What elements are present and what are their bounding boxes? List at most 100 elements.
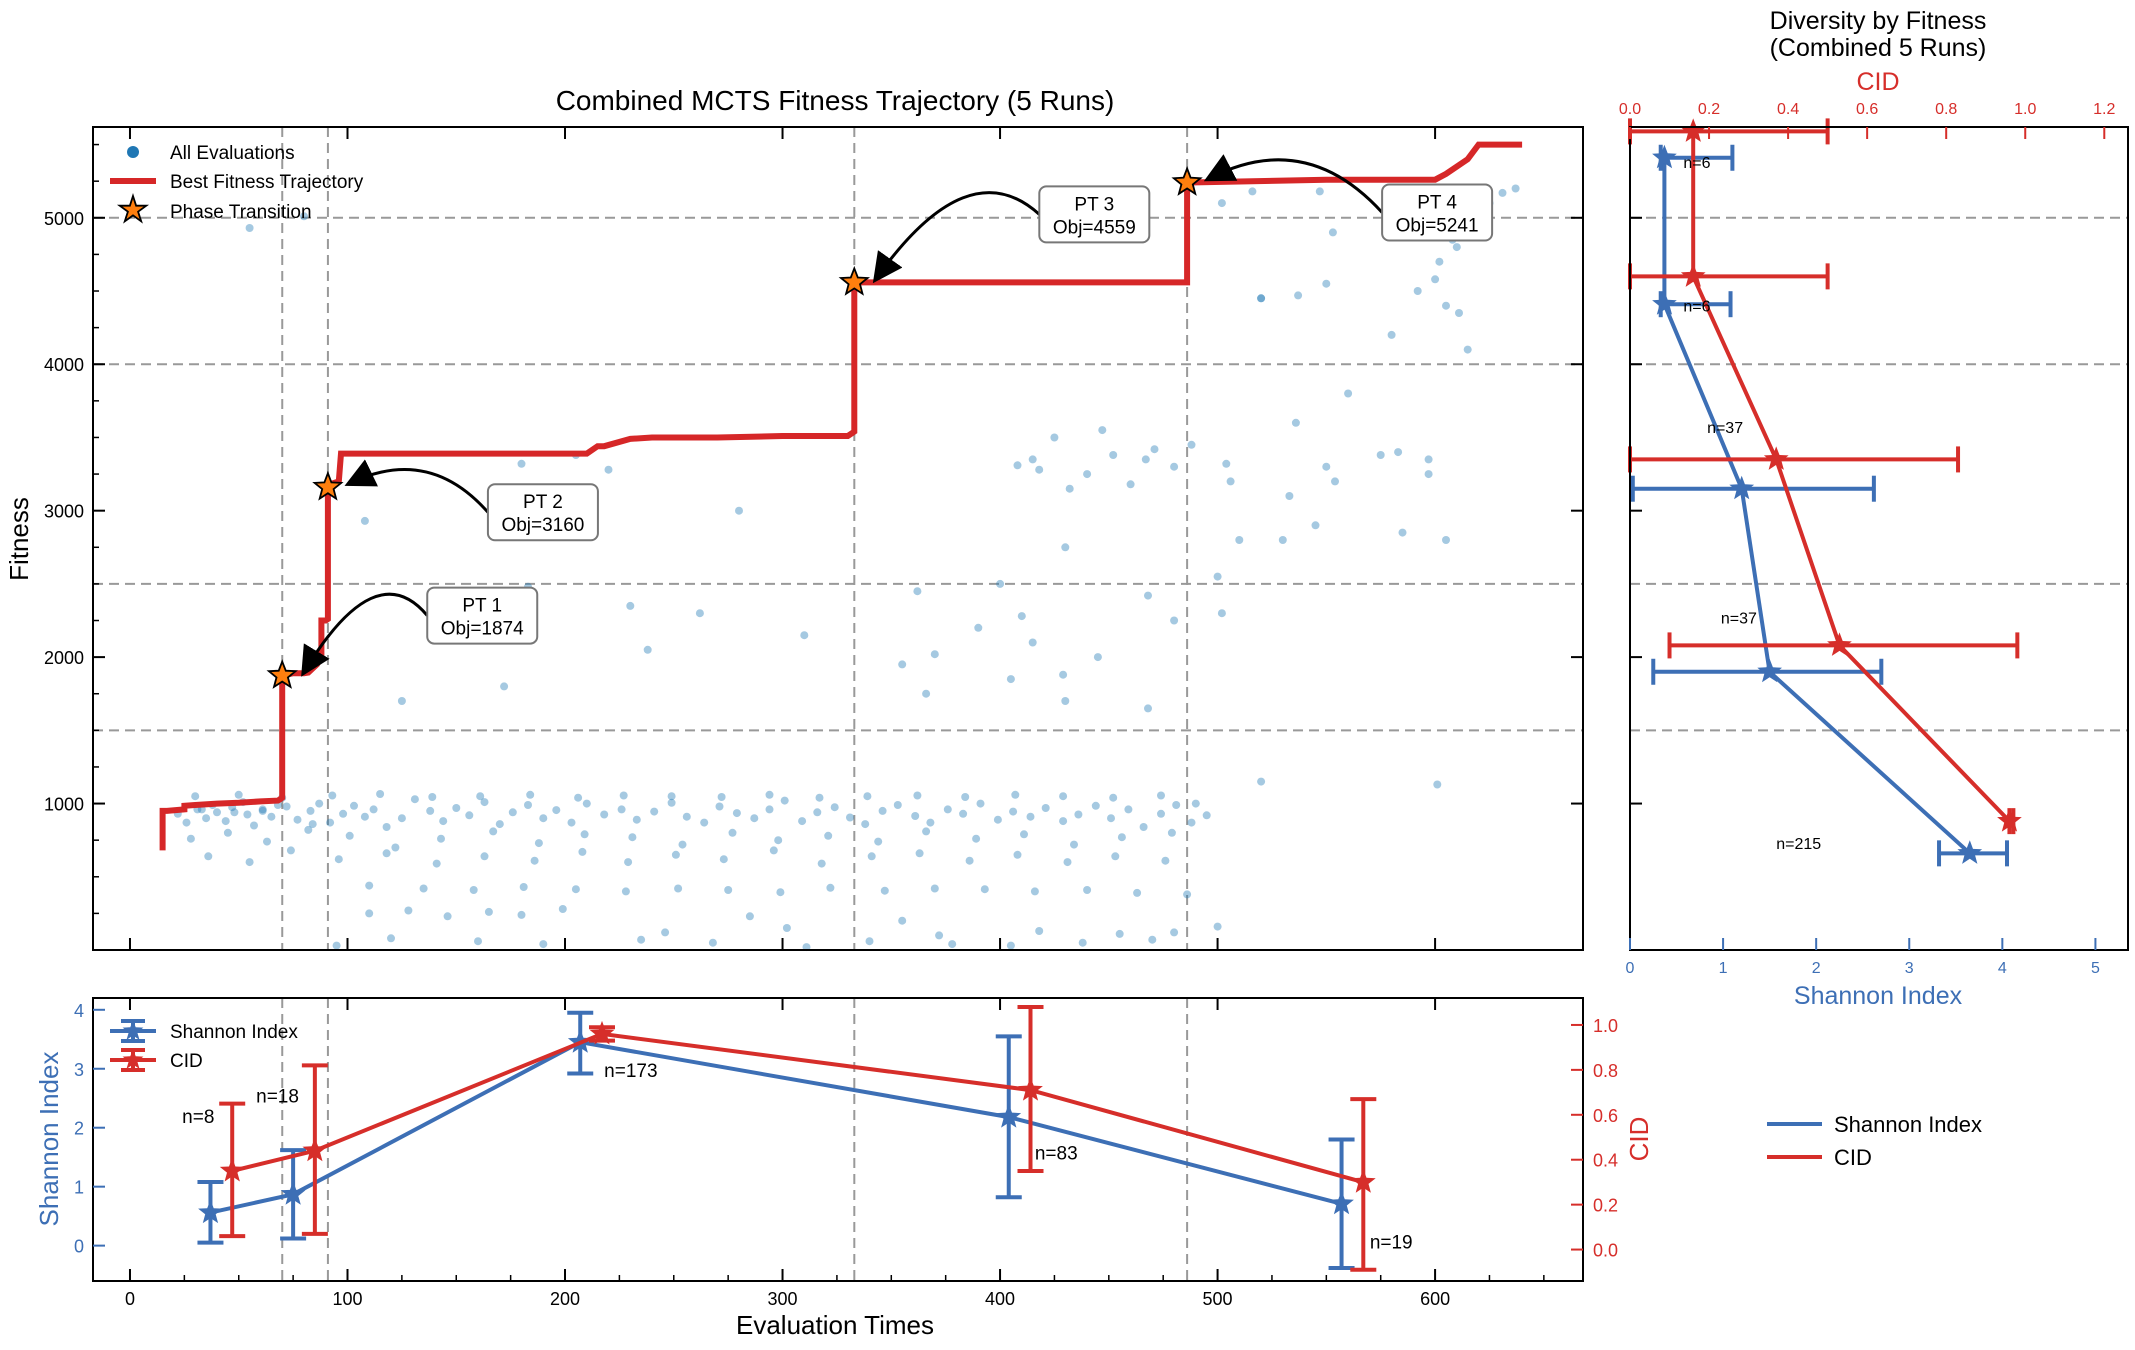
right-shannon-point [1729,475,1755,500]
scatter-point [410,795,419,804]
scatter-point [732,809,741,818]
scatter-point [830,803,839,812]
scatter-point [1376,451,1385,459]
scatter-point [484,907,493,916]
scatter-point [580,830,589,839]
scatter-point [1511,184,1520,193]
bottom-xtick-label-4: 400 [985,1289,1015,1309]
main-ytick-label-3: 4000 [44,355,84,375]
scatter-point [735,506,743,515]
scatter-point [628,833,637,842]
right-xlabel-bottom: Shannon Index [1794,982,1963,1010]
scatter-point [930,884,939,893]
scatter-point [1257,777,1266,786]
bottom-n-label-3: n=83 [1035,1143,1078,1164]
scatter-point [582,799,591,808]
scatter-point [1157,791,1165,800]
scatter-point [719,855,728,864]
scatter-point [1144,591,1152,600]
scatter-point [382,823,391,831]
scatter-point [880,886,889,895]
scatter-point [360,516,369,525]
scatter-point [258,806,267,815]
bottom-ytick-left-label-4: 4 [74,1001,84,1021]
scatter-point [935,931,944,940]
right-title: Diversity by Fitness [1770,7,1987,35]
right-grid [1630,216,2128,732]
right-shannon-point [1757,658,1782,683]
scatter-point [1213,922,1222,931]
scatter-point [1442,536,1450,544]
scatter-point [1017,612,1026,621]
right-xtick-bottom-label-5: 5 [2091,960,2100,977]
scatter-point [1093,653,1102,662]
shannon-point [198,1199,223,1224]
bottom-ytick-right-label-5: 1.0 [1593,1016,1618,1036]
scatter-point [474,937,482,946]
shannon-point [1329,1190,1354,1215]
scatter-point [824,831,833,840]
scatter-point [519,883,528,891]
shannon-point [280,1181,306,1205]
scatter-point [334,855,343,864]
scatter-point [1074,810,1083,819]
scatter-point [961,793,970,801]
scatter-point [517,459,526,468]
scatter-point [426,806,435,815]
scatter-point [1035,465,1044,474]
scatter-point [863,792,872,801]
scatter-point [306,806,315,815]
scatter-point [534,839,543,848]
scatter-point [223,828,232,837]
bottom-xtick-label-0: 0 [125,1289,135,1309]
right-cid-line [1691,131,2011,823]
scatter-point [345,831,354,840]
right-xtick-top-label-1: 0.2 [1698,101,1720,118]
scatter-point [1020,830,1028,839]
scatter-point [926,818,935,827]
bottom-ytick-left-label-0: 0 [74,1237,84,1257]
scatter-point [1030,887,1039,896]
bottom-grid [281,998,1189,1281]
scatter-point [315,799,324,808]
bottom-series-layer [197,1004,1377,1272]
scatter-point [1161,856,1170,865]
main-ytick-label-4: 5000 [44,209,84,229]
scatter-point [930,650,939,659]
scatter-point [530,856,539,865]
scatter-point [861,820,870,829]
scatter-point [619,791,628,800]
scatter-point [1387,330,1396,339]
scatter-point [1328,228,1337,237]
legend-scatter-label: All Evaluations [170,143,295,164]
bottom-ytick-right-label-3: 0.6 [1593,1106,1618,1126]
scatter-point [1109,793,1118,802]
scatter-point [1011,790,1020,799]
scatter-point [267,812,276,821]
scatter-point [1170,462,1179,471]
phase-transition-star-1 [266,659,299,689]
bottom-ytick-right-label-1: 0.2 [1593,1196,1618,1216]
scatter-point [600,810,609,819]
scatter-point [1098,426,1107,435]
scatter-point [476,792,485,801]
scatter-point [671,850,680,859]
scatter-point [1187,818,1196,827]
scatter-point [574,793,583,802]
main-grid [93,127,1583,950]
standalone-legend-shannon-label: Shannon Index [1834,1112,1982,1137]
standalone-legend-cid-label: CID [1834,1145,1872,1170]
bottom-legend: Shannon Index CID [110,1019,298,1072]
scatter-point [765,790,774,799]
main-ylabel: Fitness [4,497,34,581]
bottom-xlabel: Evaluation Times [736,1310,934,1340]
scatter-point [1078,938,1087,947]
bottom-n-label-4: n=19 [1370,1232,1413,1253]
cid-point [219,1157,245,1182]
scatter-point [1124,805,1133,814]
scatter-point [1141,455,1150,464]
scatter-point [1202,811,1211,820]
main-ytick-label-1: 2000 [44,648,84,668]
scatter-point [539,940,548,949]
